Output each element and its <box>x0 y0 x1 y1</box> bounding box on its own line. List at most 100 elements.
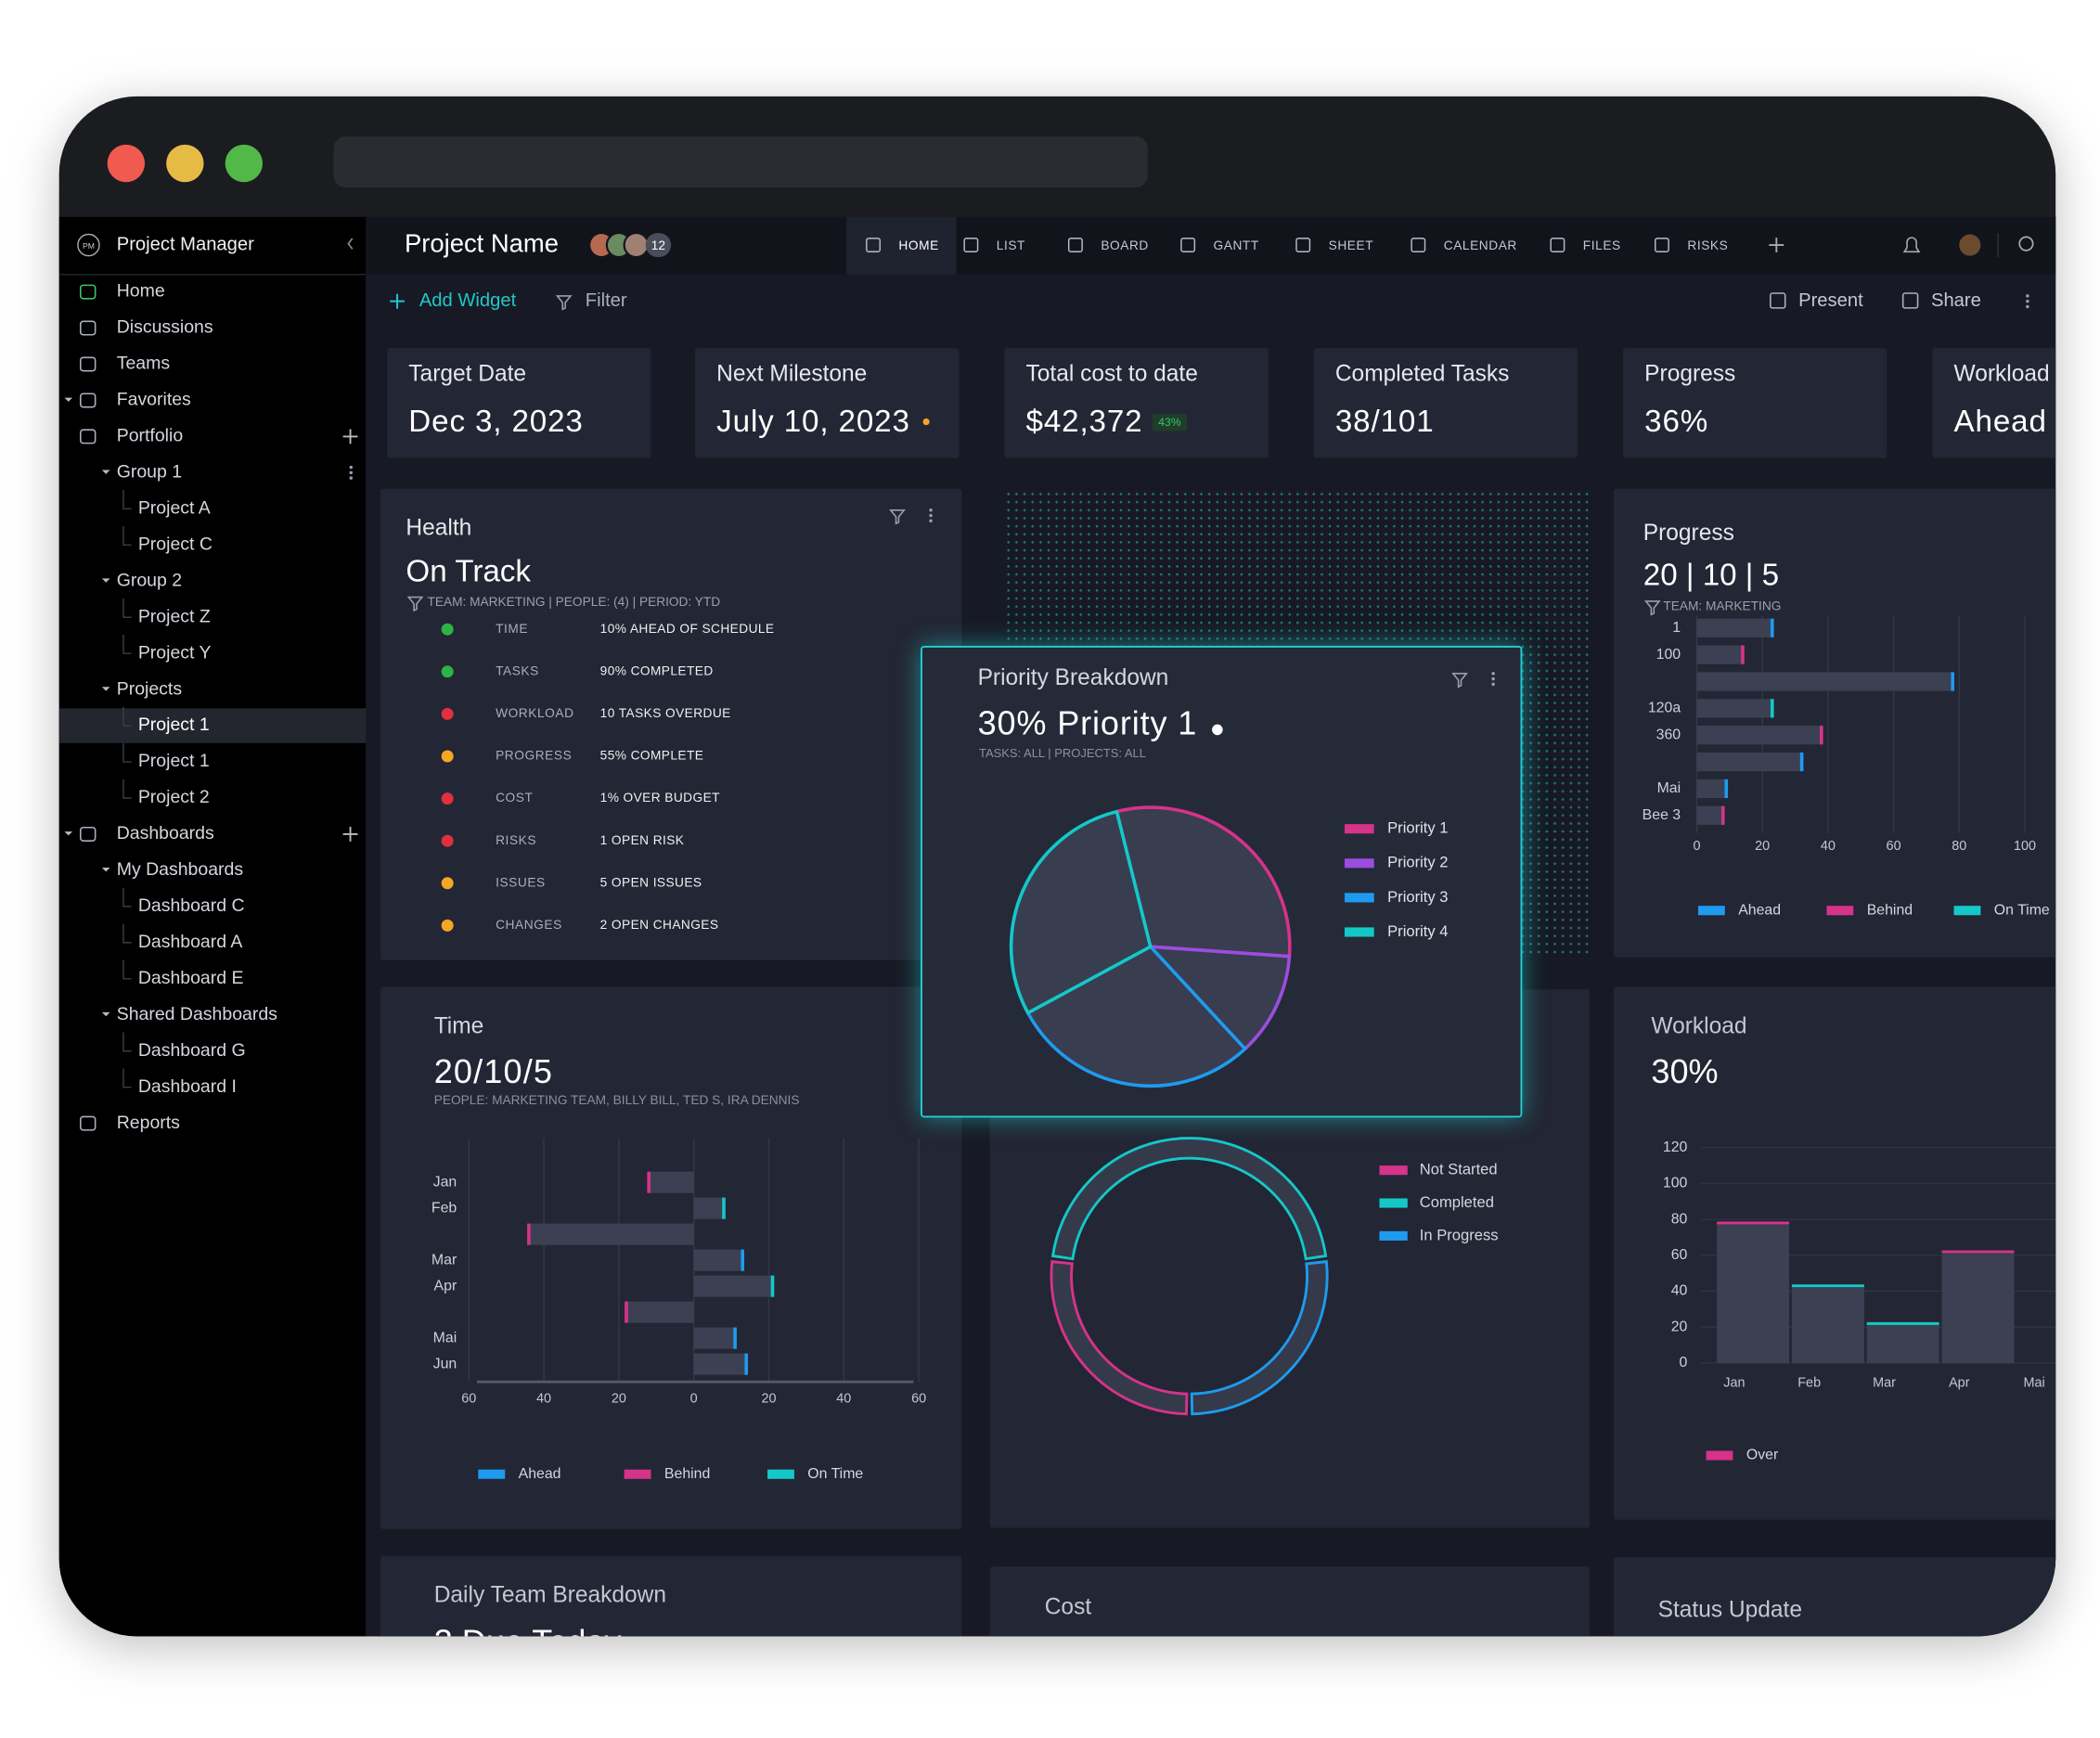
nav-item[interactable]: Project 2 <box>138 787 210 807</box>
filter-icon[interactable] <box>1643 600 1661 616</box>
x-tick-label: 60 <box>461 1392 476 1407</box>
legend-label: Completed <box>1420 1193 1494 1211</box>
nav-item[interactable]: Project A <box>138 497 211 518</box>
nav-item[interactable]: Discussions <box>117 317 213 338</box>
y-tick-label: 60 <box>1671 1247 1688 1263</box>
add-icon[interactable] <box>342 429 358 444</box>
filter-icon[interactable] <box>406 596 424 612</box>
nav-tab[interactable]: BOARD <box>1101 238 1149 252</box>
user-avatar[interactable] <box>1959 234 1981 256</box>
share-button[interactable]: Share <box>1931 290 1981 311</box>
nav-item[interactable]: Dashboards <box>117 823 214 843</box>
nav-item[interactable]: Projects <box>117 678 183 699</box>
caret[interactable] <box>101 687 110 691</box>
nav-item[interactable]: Project Z <box>138 606 211 626</box>
legend-swatch <box>478 1469 506 1479</box>
health-value: 55% COMPLETE <box>600 749 704 763</box>
y-tick-label: 100 <box>1663 1176 1688 1191</box>
nav-item[interactable]: Group 2 <box>117 570 182 590</box>
nav-tab[interactable]: GANTT <box>1214 238 1259 252</box>
filter-icon[interactable] <box>889 509 906 525</box>
nav-item[interactable]: My Dashboards <box>117 859 244 880</box>
app-name: Project Manager <box>117 234 254 254</box>
bell-icon[interactable] <box>1902 237 1921 253</box>
url-bar[interactable] <box>333 136 1148 188</box>
present-icon <box>1770 292 1786 309</box>
legend-swatch <box>1344 893 1374 903</box>
kpi-label: Next Milestone <box>716 362 867 387</box>
window-content: PM Project Manager Home Discussions Teams Fav… <box>58 136 2056 1637</box>
filter-icon[interactable] <box>555 295 573 311</box>
nav-item[interactable]: Project 1 <box>138 715 210 735</box>
nav-item[interactable]: Dashboard A <box>138 932 243 952</box>
add-tab[interactable] <box>1769 238 1784 253</box>
legend-label: On Time <box>807 1466 863 1482</box>
tab-icon <box>1067 238 1083 253</box>
status-dot <box>441 834 454 847</box>
tree-line <box>122 742 132 763</box>
nav-item[interactable]: Project C <box>138 534 213 554</box>
minimize-button[interactable] <box>166 144 204 183</box>
legend-label: In Progress <box>1420 1226 1499 1243</box>
filter-icon[interactable] <box>1451 673 1468 689</box>
add-widget-button[interactable]: Add Widget <box>419 290 517 311</box>
nav-tab[interactable]: HOME <box>898 238 938 252</box>
nav-item[interactable]: Dashboard E <box>138 968 244 988</box>
nav-item[interactable]: Home <box>117 281 165 302</box>
app-logo <box>77 233 100 257</box>
caret[interactable] <box>64 831 73 836</box>
nav-item[interactable]: Project 1 <box>138 751 210 771</box>
nav-tab[interactable]: FILES <box>1583 238 1621 252</box>
collapse-icon[interactable] <box>347 238 354 250</box>
menu-icon[interactable] <box>349 465 353 480</box>
nav-item[interactable]: Dashboard G <box>138 1040 246 1061</box>
bar <box>1696 699 1772 718</box>
nav-item[interactable]: Reports <box>117 1113 180 1133</box>
nav-item[interactable]: Teams <box>117 354 171 374</box>
nav-icon <box>79 826 97 842</box>
status-dot <box>441 665 454 678</box>
legend-label: Priority 3 <box>1387 888 1448 906</box>
nav-item[interactable]: Project Y <box>138 642 212 663</box>
present-button[interactable]: Present <box>1798 290 1863 311</box>
kpi-value: Dec 3, 2023 <box>408 405 583 439</box>
nav-icon <box>79 356 97 372</box>
nav-item[interactable]: Group 1 <box>117 462 182 483</box>
menu-icon[interactable] <box>2026 294 2029 309</box>
caret[interactable] <box>101 470 110 474</box>
caret[interactable] <box>64 397 73 402</box>
nav-item[interactable]: Dashboard C <box>138 895 245 916</box>
nav-tab[interactable]: LIST <box>997 238 1025 252</box>
nav-item[interactable]: Portfolio <box>117 426 184 446</box>
caret[interactable] <box>101 868 110 872</box>
close-button[interactable] <box>107 144 146 183</box>
menu-icon[interactable] <box>929 509 933 523</box>
member-count: 12 <box>651 238 665 252</box>
nav-tab[interactable]: CALENDAR <box>1444 238 1517 252</box>
menu-icon[interactable] <box>1491 672 1495 687</box>
nav-tab[interactable]: SHEET <box>1329 238 1374 252</box>
y-tick-label: 100 <box>1656 647 1681 663</box>
nav-tab[interactable]: RISKS <box>1687 238 1728 252</box>
add-icon[interactable] <box>390 293 405 309</box>
app-logo-text: PM <box>83 241 95 251</box>
health-metric: TIME <box>496 622 528 636</box>
maximize-button[interactable] <box>225 144 264 183</box>
filter-button[interactable]: Filter <box>586 290 627 311</box>
tree-line <box>122 706 132 727</box>
nav-item[interactable]: Favorites <box>117 390 191 410</box>
milestone-dot <box>922 418 930 426</box>
menu-dot <box>349 476 353 480</box>
caret[interactable] <box>101 1011 110 1017</box>
caret[interactable] <box>101 578 110 583</box>
kpi-card <box>387 348 651 458</box>
nav-item[interactable]: Dashboard I <box>138 1076 237 1097</box>
tab-icon <box>1295 238 1311 253</box>
search-icon[interactable] <box>2018 236 2034 251</box>
nav-item[interactable]: Shared Dashboards <box>117 1004 277 1024</box>
tree-line <box>122 923 132 944</box>
donut-segment <box>1050 1260 1189 1416</box>
add-icon[interactable] <box>342 827 358 842</box>
widget-headline: 30% Priority 1 <box>978 704 1198 742</box>
